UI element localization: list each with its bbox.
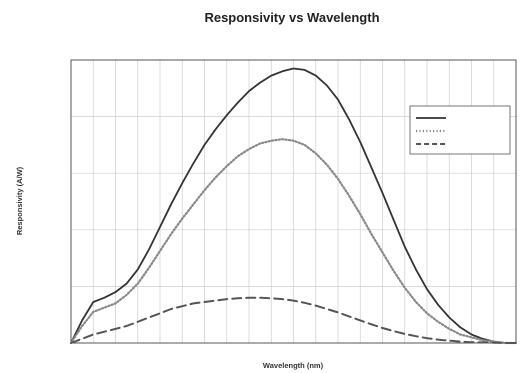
series-line-2	[69, 138, 518, 345]
chart-title: Responsivity vs Wavelength	[204, 10, 379, 25]
series-line-1	[70, 67, 517, 344]
plot-area	[70, 59, 517, 344]
series-layer	[69, 67, 518, 345]
x-axis-label: Wavelength (nm)	[263, 361, 324, 370]
y-axis-label: Responsivity (A/W)	[15, 166, 24, 235]
legend-box	[409, 105, 511, 155]
legend	[409, 105, 511, 155]
series-line-3	[70, 296, 517, 344]
